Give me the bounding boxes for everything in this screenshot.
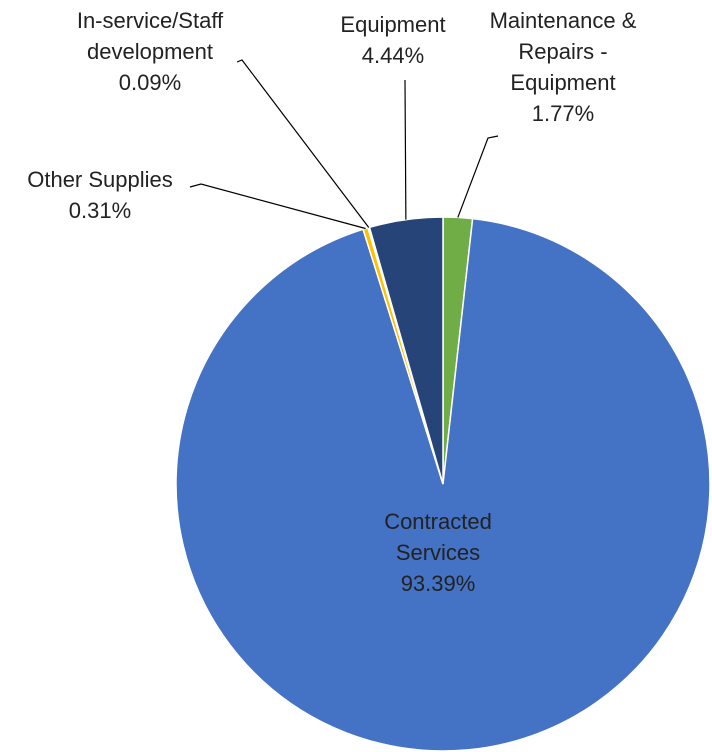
slice-label-2: Other Supplies 0.31% [27, 167, 173, 223]
leader-line-2 [189, 183, 366, 230]
leader-lines [189, 59, 499, 230]
leader-line-0 [457, 135, 499, 218]
pie-slices [175, 216, 711, 752]
slice-label-0: Maintenance & Repairs - Equipment 1.77% [490, 8, 637, 126]
slice-value-0: 1.77% [532, 101, 594, 126]
slice-value-4: 4.44% [362, 43, 424, 68]
pie-slice-4 [368, 216, 444, 485]
slice-label-line-0: Maintenance & [490, 8, 637, 33]
slice-label-line-1: Services [396, 540, 480, 565]
slice-label-line-3: In-service/Staff [77, 8, 224, 33]
slice-value-3: 0.09% [119, 70, 181, 95]
slice-label-line-0: Equipment [510, 70, 615, 95]
pie-slice-1 [175, 217, 711, 752]
slice-value-2: 0.31% [69, 198, 131, 223]
slice-label-1: Contracted Services 93.39% [384, 509, 492, 596]
leader-line-4 [404, 79, 407, 220]
slice-value-1: 93.39% [401, 571, 476, 596]
slice-label-line-3: development [87, 39, 213, 64]
slice-label-line-2: Other Supplies [27, 167, 173, 192]
slice-labels: Maintenance & Repairs - Equipment 1.77% Cont… [27, 8, 636, 596]
slice-label-line-0: Repairs - [518, 39, 607, 64]
slice-label-3: In-service/Staff development 0.09% [77, 8, 224, 95]
slice-label-line-4: Equipment [340, 12, 445, 37]
slice-label-4: Equipment 4.44% [340, 12, 445, 68]
slice-label-line-1: Contracted [384, 509, 492, 534]
leader-line-3 [236, 59, 370, 228]
